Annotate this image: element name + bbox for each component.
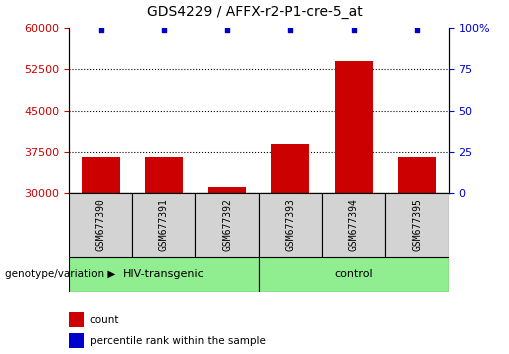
Text: GDS4229 / AFFX-r2-P1-cre-5_at: GDS4229 / AFFX-r2-P1-cre-5_at: [147, 5, 362, 19]
Text: HIV-transgenic: HIV-transgenic: [123, 269, 204, 279]
FancyBboxPatch shape: [195, 193, 258, 257]
Bar: [334, 61, 372, 193]
Text: GSM677394: GSM677394: [348, 198, 358, 251]
Bar: [69, 333, 84, 348]
FancyBboxPatch shape: [69, 193, 132, 257]
Text: GSM677391: GSM677391: [158, 198, 168, 251]
Text: GSM677395: GSM677395: [411, 198, 421, 251]
Point: [159, 27, 167, 33]
FancyBboxPatch shape: [258, 257, 448, 292]
Text: GSM677392: GSM677392: [222, 198, 232, 251]
Point: [349, 27, 357, 33]
Point: [96, 27, 104, 33]
FancyBboxPatch shape: [69, 257, 258, 292]
Text: GSM677393: GSM677393: [285, 198, 295, 251]
Bar: [208, 188, 246, 193]
Point: [286, 27, 294, 33]
Point: [412, 27, 420, 33]
Bar: [69, 312, 84, 327]
FancyBboxPatch shape: [322, 193, 385, 257]
Text: GSM677390: GSM677390: [95, 198, 105, 251]
FancyBboxPatch shape: [132, 193, 195, 257]
FancyBboxPatch shape: [385, 193, 448, 257]
Text: genotype/variation ▶: genotype/variation ▶: [5, 269, 115, 279]
Point: [222, 27, 231, 33]
Bar: [145, 157, 182, 193]
Bar: [271, 144, 309, 193]
Bar: [81, 157, 119, 193]
Text: control: control: [334, 269, 373, 279]
Text: percentile rank within the sample: percentile rank within the sample: [90, 336, 265, 346]
FancyBboxPatch shape: [258, 193, 322, 257]
Text: count: count: [90, 315, 119, 325]
Bar: [398, 157, 435, 193]
